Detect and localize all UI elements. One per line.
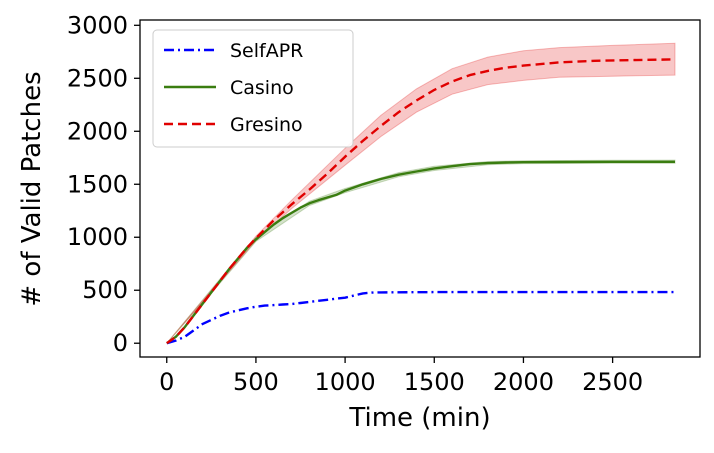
y-tick-label: 2500 bbox=[67, 64, 128, 92]
series-line-gresino bbox=[166, 58, 676, 345]
series-lines bbox=[166, 58, 676, 345]
series-line-selfapr bbox=[166, 290, 675, 345]
legend: SelfAPR Casino Gresino bbox=[152, 29, 354, 148]
x-axis-ticks: 0 500 1000 1500 2000 2500 bbox=[159, 357, 643, 396]
legend-label-casino: Casino bbox=[230, 77, 294, 99]
legend-box bbox=[152, 29, 354, 148]
x-tick-label: 500 bbox=[233, 368, 279, 396]
x-axis-label: Time (min) bbox=[348, 403, 490, 433]
y-tick-label: 3000 bbox=[67, 11, 128, 39]
y-tick-label: 500 bbox=[82, 276, 128, 304]
x-tick-label: 2500 bbox=[582, 368, 643, 396]
x-tick-label: 0 bbox=[159, 368, 174, 396]
y-tick-label: 2000 bbox=[67, 117, 128, 145]
legend-label-gresino: Gresino bbox=[230, 114, 303, 136]
x-tick-label: 2000 bbox=[493, 368, 554, 396]
x-tick-label: 1000 bbox=[315, 368, 376, 396]
y-tick-label: 1000 bbox=[67, 223, 128, 251]
y-tick-label: 0 bbox=[113, 329, 128, 357]
plot-frame bbox=[139, 19, 701, 358]
y-axis-label: # of Valid Patches bbox=[17, 71, 47, 306]
y-axis-ticks: 0 500 1000 1500 2000 2500 3000 bbox=[67, 11, 140, 357]
x-tick-label: 1500 bbox=[404, 368, 465, 396]
legend-label-selfapr: SelfAPR bbox=[230, 40, 303, 62]
y-tick-label: 1500 bbox=[67, 170, 128, 198]
